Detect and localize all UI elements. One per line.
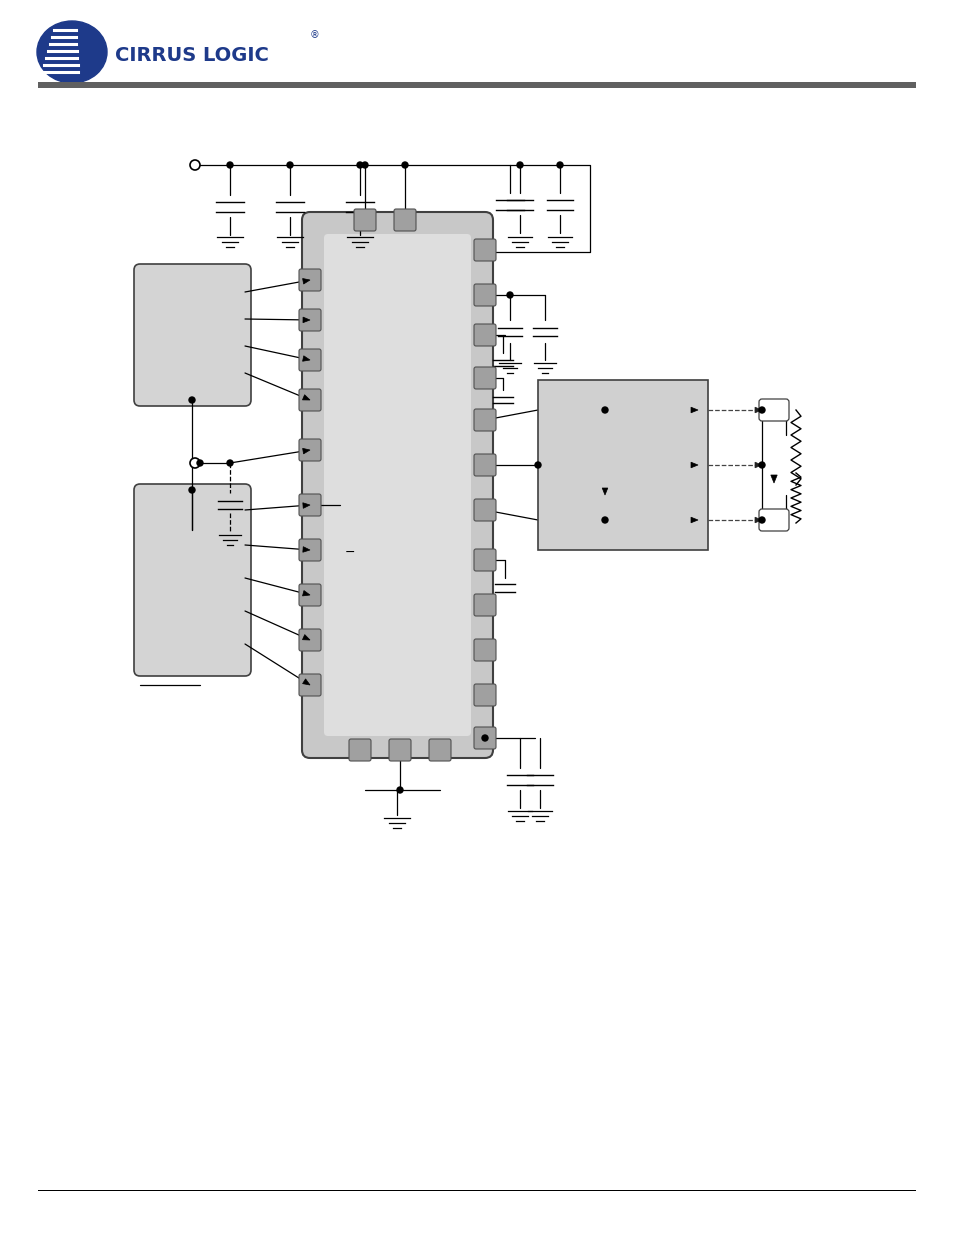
Circle shape xyxy=(601,408,607,412)
Circle shape xyxy=(189,487,194,493)
Polygon shape xyxy=(302,635,310,640)
Ellipse shape xyxy=(37,21,107,83)
FancyBboxPatch shape xyxy=(298,269,320,291)
Bar xyxy=(38,82,915,88)
Bar xyxy=(537,380,707,550)
Circle shape xyxy=(481,735,488,741)
FancyBboxPatch shape xyxy=(133,264,251,406)
FancyBboxPatch shape xyxy=(302,212,493,758)
Circle shape xyxy=(196,459,203,466)
FancyBboxPatch shape xyxy=(759,399,788,421)
FancyBboxPatch shape xyxy=(298,629,320,651)
FancyBboxPatch shape xyxy=(298,309,320,331)
Circle shape xyxy=(535,462,540,468)
Circle shape xyxy=(601,517,607,522)
Polygon shape xyxy=(690,462,698,468)
FancyBboxPatch shape xyxy=(324,233,471,736)
Polygon shape xyxy=(754,517,761,522)
Polygon shape xyxy=(302,503,310,509)
FancyBboxPatch shape xyxy=(298,674,320,697)
FancyBboxPatch shape xyxy=(298,389,320,411)
Circle shape xyxy=(190,161,200,170)
FancyBboxPatch shape xyxy=(474,684,496,706)
FancyBboxPatch shape xyxy=(354,209,375,231)
FancyBboxPatch shape xyxy=(474,324,496,346)
Polygon shape xyxy=(770,475,777,483)
Circle shape xyxy=(287,162,293,168)
FancyBboxPatch shape xyxy=(474,240,496,261)
Polygon shape xyxy=(302,590,310,597)
FancyBboxPatch shape xyxy=(429,739,451,761)
Polygon shape xyxy=(302,279,310,284)
FancyBboxPatch shape xyxy=(298,350,320,370)
Circle shape xyxy=(361,162,368,168)
Polygon shape xyxy=(302,356,310,362)
FancyBboxPatch shape xyxy=(474,409,496,431)
Polygon shape xyxy=(302,679,310,685)
Circle shape xyxy=(759,408,764,412)
FancyBboxPatch shape xyxy=(298,538,320,561)
Text: Ω: Ω xyxy=(567,391,575,403)
Circle shape xyxy=(227,162,233,168)
Polygon shape xyxy=(754,408,761,412)
Circle shape xyxy=(759,517,764,522)
FancyBboxPatch shape xyxy=(474,454,496,475)
Bar xyxy=(38,1191,915,1192)
FancyBboxPatch shape xyxy=(389,739,411,761)
Polygon shape xyxy=(302,448,310,454)
Polygon shape xyxy=(601,488,607,495)
FancyBboxPatch shape xyxy=(474,594,496,616)
FancyBboxPatch shape xyxy=(759,509,788,531)
FancyBboxPatch shape xyxy=(474,367,496,389)
FancyBboxPatch shape xyxy=(394,209,416,231)
Text: Ω: Ω xyxy=(567,520,575,530)
Polygon shape xyxy=(302,547,310,552)
Polygon shape xyxy=(690,408,698,412)
FancyBboxPatch shape xyxy=(298,584,320,606)
Circle shape xyxy=(227,459,233,466)
FancyBboxPatch shape xyxy=(298,438,320,461)
Polygon shape xyxy=(690,517,698,522)
Polygon shape xyxy=(302,395,310,400)
Circle shape xyxy=(189,396,194,403)
FancyBboxPatch shape xyxy=(474,499,496,521)
Circle shape xyxy=(517,162,522,168)
Circle shape xyxy=(356,162,363,168)
FancyBboxPatch shape xyxy=(474,550,496,571)
Circle shape xyxy=(401,162,408,168)
Circle shape xyxy=(557,162,562,168)
FancyBboxPatch shape xyxy=(474,727,496,748)
Circle shape xyxy=(759,462,764,468)
Circle shape xyxy=(506,291,513,298)
FancyBboxPatch shape xyxy=(349,739,371,761)
Text: CIRRUS LOGIC: CIRRUS LOGIC xyxy=(115,46,269,64)
Polygon shape xyxy=(303,317,310,322)
Circle shape xyxy=(190,458,200,468)
Circle shape xyxy=(396,787,402,793)
FancyBboxPatch shape xyxy=(474,284,496,306)
Text: ®: ® xyxy=(310,30,319,40)
FancyBboxPatch shape xyxy=(474,638,496,661)
FancyBboxPatch shape xyxy=(133,484,251,676)
FancyBboxPatch shape xyxy=(298,494,320,516)
Text: −: − xyxy=(345,546,355,558)
Polygon shape xyxy=(754,462,761,468)
